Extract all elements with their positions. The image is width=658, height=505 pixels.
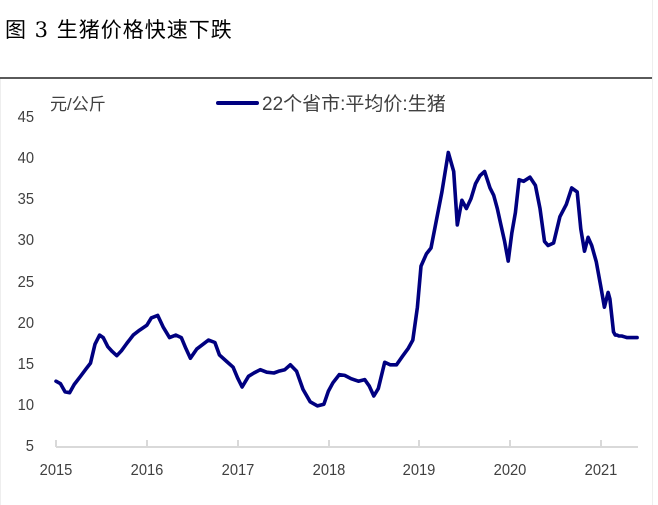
x-axis [55,440,638,448]
legend-label: 22个省市:平均价:生猪 [262,94,446,115]
x-tick-2015: 2015 [39,462,73,479]
legend-line-swatch-icon [216,100,259,105]
series-line-pig-price [54,150,639,408]
y-tick-45: 45 [17,109,34,126]
y-tick-15: 15 [17,356,34,373]
x-tick-2016: 2016 [130,462,164,479]
y-tick-5: 5 [25,438,34,455]
y-tick-40: 40 [17,150,34,167]
y-tick-35: 35 [17,191,34,208]
left-border [0,79,1,505]
x-tick-2021: 2021 [584,462,618,479]
y-tick-20: 20 [17,315,34,332]
title-divider [0,77,652,79]
x-tick-2019: 2019 [402,462,436,479]
x-tick-2020: 2020 [493,462,527,479]
chart-legend: 22个省市:平均价:生猪 [216,89,446,116]
figure-title: 图 3 生猪价格快速下跌 [5,18,233,42]
right-border [652,0,653,505]
x-tick-2018: 2018 [312,462,346,479]
y-tick-10: 10 [17,397,34,414]
y-tick-25: 25 [17,274,34,291]
y-tick-30: 30 [17,232,34,249]
y-axis-unit-label: 元/公斤 [50,95,106,114]
x-tick-2017: 2017 [221,462,255,479]
